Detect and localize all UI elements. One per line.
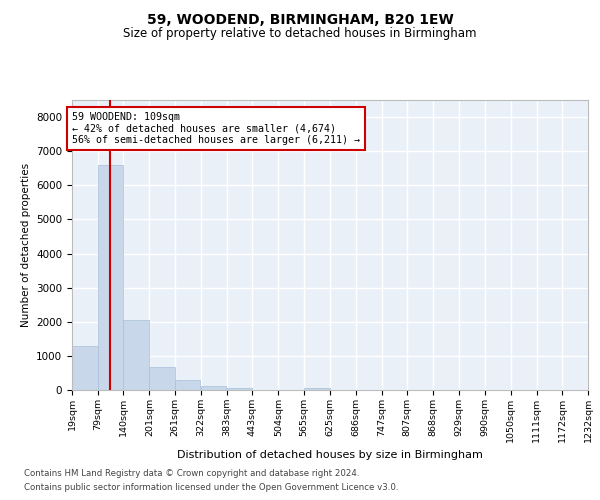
Bar (201, 386, 226, 390)
Bar (227, 388, 253, 390)
Text: Size of property relative to detached houses in Birmingham: Size of property relative to detached ho… (123, 28, 477, 40)
Bar (124, 320, 149, 390)
Bar (149, 367, 175, 390)
Text: Contains HM Land Registry data © Crown copyright and database right 2024.: Contains HM Land Registry data © Crown c… (24, 468, 359, 477)
X-axis label: Distribution of detached houses by size in Birmingham: Distribution of detached houses by size … (177, 450, 483, 460)
Y-axis label: Number of detached properties: Number of detached properties (20, 163, 31, 327)
Bar (304, 388, 330, 390)
Text: 59, WOODEND, BIRMINGHAM, B20 1EW: 59, WOODEND, BIRMINGHAM, B20 1EW (146, 12, 454, 26)
Text: Contains public sector information licensed under the Open Government Licence v3: Contains public sector information licen… (24, 484, 398, 492)
Bar (72, 346, 98, 390)
Text: 59 WOODEND: 109sqm
← 42% of detached houses are smaller (4,674)
56% of semi-deta: 59 WOODEND: 109sqm ← 42% of detached hou… (73, 112, 361, 145)
Bar (175, 380, 200, 390)
Bar (98, 165, 123, 390)
